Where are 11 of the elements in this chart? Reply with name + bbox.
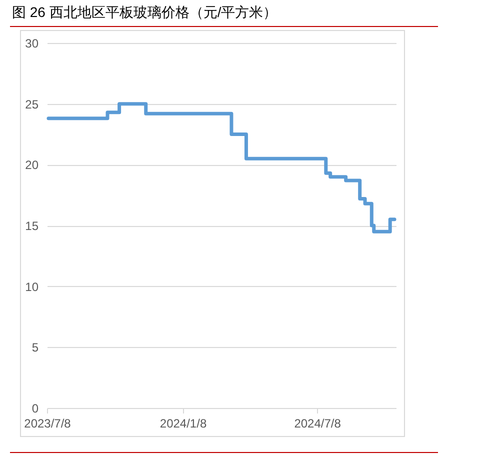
y-tick-label: 0 [32,402,39,416]
x-tick-label: 2024/1/8 [160,416,207,430]
y-tick-label: 20 [25,158,39,172]
chart-title: 图 26 西北地区平板玻璃价格（元/平方米） [12,4,278,20]
y-tick-label: 5 [32,340,39,355]
y-tick-label: 10 [25,280,39,294]
y-tick-label: 25 [25,97,39,112]
y-tick-label: 15 [25,219,39,233]
x-tick-label: 2023/7/8 [24,416,72,430]
x-tick-label: 2024/7/8 [294,416,342,430]
y-tick-label: 30 [25,36,39,50]
